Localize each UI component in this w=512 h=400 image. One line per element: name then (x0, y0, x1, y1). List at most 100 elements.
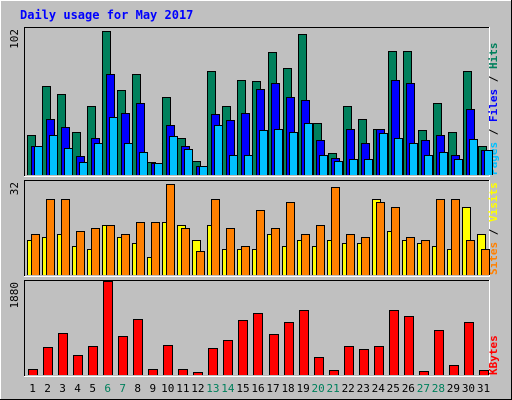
x-tick-label-day-28: 28 (432, 382, 445, 395)
bar-sites-day-7 (121, 234, 130, 275)
bar-sites-day-31-body (481, 249, 490, 275)
bar-sites-day-17 (271, 228, 280, 275)
bar-kbytes-day-6-body (103, 281, 113, 375)
bar-sites-day-20 (316, 225, 325, 275)
bar-pages-day-13 (214, 125, 223, 175)
y-max-label: 102 (8, 29, 21, 49)
bar-kbytes-day-24 (374, 346, 384, 375)
bar-pages-day-15-body (244, 155, 253, 175)
bar-kbytes-day-26-body (404, 316, 414, 375)
bar-sites-day-6-body (106, 225, 115, 275)
bar-kbytes-day-8 (133, 319, 143, 375)
bar-sites-day-29 (451, 199, 460, 275)
bar-pages-day-23-body (364, 159, 373, 175)
bar-pages-day-16 (259, 130, 268, 175)
y-axis-legend-label: Pages / Files / Hits (487, 43, 500, 176)
bar-sites-day-24 (376, 202, 385, 275)
bar-sites-day-14-body (226, 228, 235, 275)
bar-kbytes-day-26 (404, 316, 414, 375)
bar-pages-day-14 (229, 155, 238, 175)
x-tick-label-day-15: 15 (236, 382, 249, 395)
bar-sites-day-5 (91, 228, 100, 275)
bar-kbytes-day-15 (238, 320, 248, 375)
bar-kbytes-day-7 (118, 336, 128, 375)
x-tick-label-day-19: 19 (296, 382, 309, 395)
bar-sites-day-11-body (181, 228, 190, 275)
y-axis-legend-label: Sites / Visits (487, 182, 500, 275)
bar-pages-day-25-body (394, 138, 403, 175)
x-tick-label-day-20: 20 (312, 382, 325, 395)
bar-sites-day-28 (436, 199, 445, 275)
bar-sites-day-15 (241, 246, 250, 275)
y-max-label: 32 (8, 182, 21, 195)
bar-sites-day-8-body (136, 222, 145, 275)
bar-kbytes-day-4-body (73, 355, 83, 375)
bar-kbytes-day-20-body (314, 357, 324, 375)
bar-sites-day-19 (301, 234, 310, 275)
bar-kbytes-day-3 (58, 333, 68, 375)
x-tick-label-day-16: 16 (251, 382, 264, 395)
bar-pages-day-31-body (484, 150, 493, 175)
bar-pages-day-14-body (229, 155, 238, 175)
bar-kbytes-day-11-body (178, 369, 188, 375)
x-tick-label-day-23: 23 (357, 382, 370, 395)
bar-pages-day-9 (154, 163, 163, 175)
x-tick-label-day-30: 30 (462, 382, 475, 395)
bar-pages-day-11 (184, 149, 193, 175)
bar-kbytes-day-17 (269, 334, 279, 375)
bar-sites-day-4-body (76, 231, 85, 275)
legend-part-4: Hits (487, 43, 500, 70)
bar-sites-day-20-body (316, 225, 325, 275)
bar-sites-day-31 (481, 249, 490, 275)
legend-part-0: Sites (487, 242, 500, 275)
bar-sites-day-7-body (121, 234, 130, 275)
bar-pages-day-31 (484, 150, 493, 175)
bar-kbytes-day-11 (178, 369, 188, 375)
bar-kbytes-day-29 (449, 365, 459, 375)
x-tick-label-day-5: 5 (89, 382, 96, 395)
x-tick-label-day-1: 1 (29, 382, 36, 395)
bar-pages-day-29-body (454, 159, 463, 175)
bar-pages-day-5-body (94, 143, 103, 175)
bar-pages-day-18-body (289, 132, 298, 175)
bar-sites-day-10-body (166, 184, 175, 275)
bar-sites-day-4 (76, 231, 85, 275)
bar-pages-day-26 (409, 143, 418, 175)
bar-kbytes-day-23 (359, 349, 369, 375)
x-tick-label-day-25: 25 (387, 382, 400, 395)
bar-pages-day-15 (244, 155, 253, 175)
bar-pages-day-7 (124, 143, 133, 175)
bar-pages-day-18 (289, 132, 298, 175)
x-tick-label-day-29: 29 (447, 382, 460, 395)
bar-pages-day-28-body (439, 152, 448, 175)
bar-pages-day-1 (34, 146, 43, 175)
y-axis-legend-label: KBytes (487, 335, 500, 375)
bar-kbytes-day-21 (329, 370, 339, 375)
bars-kbytes (28, 281, 489, 375)
x-tick-label-day-4: 4 (74, 382, 81, 395)
bar-sites-day-11 (181, 228, 190, 275)
bar-kbytes-day-12-body (193, 372, 203, 375)
bar-kbytes-day-25-body (389, 310, 399, 375)
bar-sites-day-18-body (286, 202, 295, 275)
bar-kbytes-day-27-body (419, 371, 429, 375)
y-max-label: 1880 (8, 282, 21, 309)
bar-kbytes-day-27 (419, 371, 429, 375)
bar-pages-day-22-body (349, 159, 358, 175)
x-tick-label-day-8: 8 (134, 382, 141, 395)
bar-sites-day-1 (31, 234, 40, 275)
bar-kbytes-day-5-body (88, 346, 98, 375)
bar-kbytes-day-1 (28, 369, 38, 375)
bar-kbytes-day-3-body (58, 333, 68, 375)
bar-pages-day-19-body (304, 123, 313, 175)
bar-pages-day-24 (379, 133, 388, 175)
bar-sites-day-27 (421, 240, 430, 275)
bar-kbytes-day-13-body (208, 348, 218, 375)
bar-kbytes-day-20 (314, 357, 324, 375)
bar-pages-day-22 (349, 159, 358, 175)
bar-sites-day-25 (391, 207, 400, 275)
bar-kbytes-day-25 (389, 310, 399, 375)
bar-sites-day-13 (211, 199, 220, 275)
